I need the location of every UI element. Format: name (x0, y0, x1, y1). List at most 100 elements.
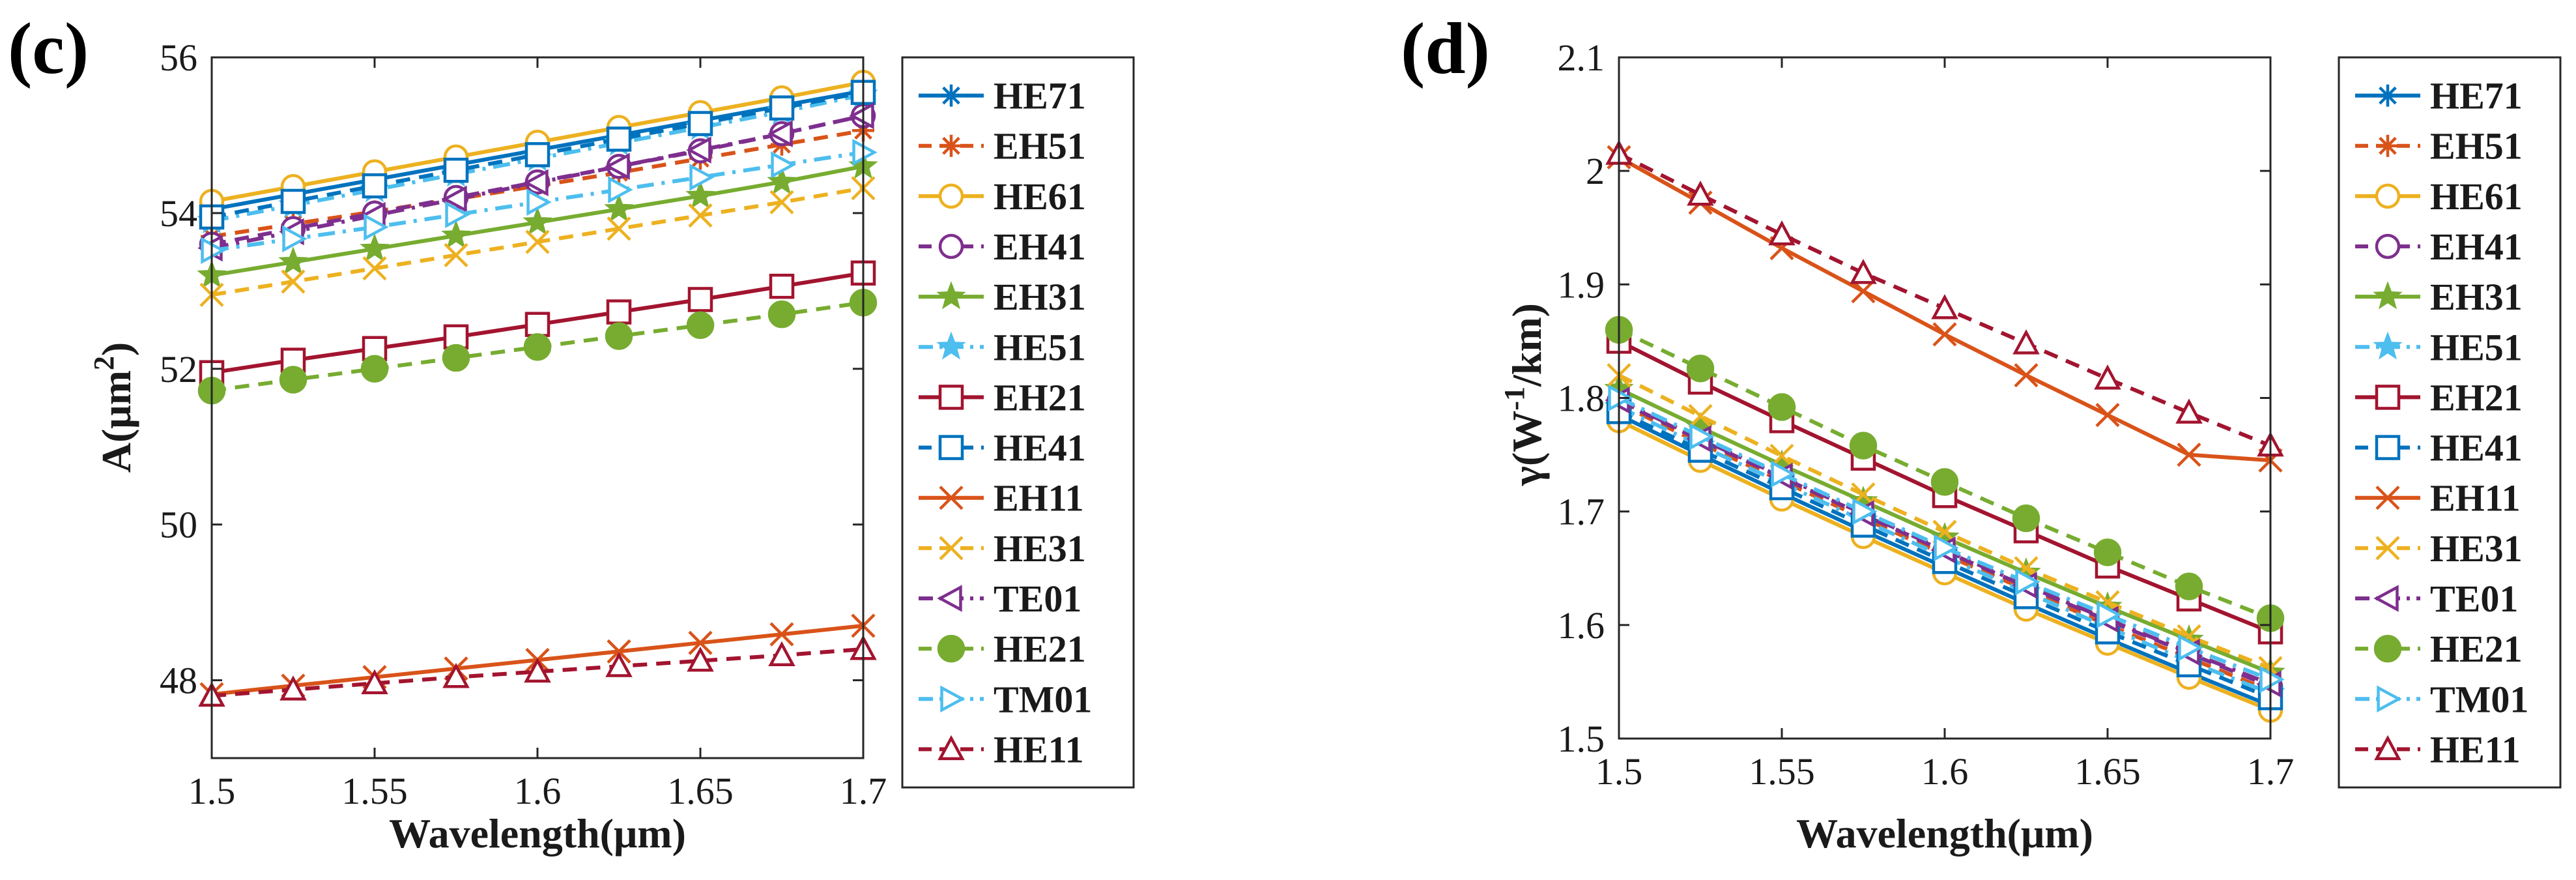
data-point-tm01-c (689, 164, 715, 191)
legend-marker (936, 281, 966, 310)
legend-marker (937, 634, 966, 663)
data-point-tm01-d (1852, 497, 1878, 525)
data-point-he21-d (2012, 504, 2040, 533)
y-tick-label-d: 1.6 (1558, 604, 1605, 647)
legend-label: EH21 (2430, 376, 2523, 418)
legend-marker (939, 536, 964, 561)
data-point-tm01-c (282, 225, 308, 253)
data-point-he11-d (1687, 181, 1714, 206)
data-point-he31-c (281, 269, 306, 294)
data-point-eh21-c (606, 299, 632, 325)
legend-marker (2375, 385, 2401, 410)
data-point-he21-d (1930, 468, 1959, 496)
y-axis-title-tail-d: /km) (1504, 303, 1550, 387)
legend-label: HE71 (2430, 75, 2523, 117)
y-tick-label-d: 1.7 (1558, 491, 1605, 533)
legend-label: EH31 (994, 276, 1086, 318)
legend-label: TM01 (2430, 678, 2528, 720)
data-point-he41-c (362, 173, 388, 199)
data-point-he11-c (687, 646, 714, 672)
data-point-he41-c (280, 188, 306, 214)
legend-marker (2375, 486, 2400, 510)
legend-entry-he11-d: HE11 (2355, 728, 2521, 770)
y-axis-title-c: A(μm2) (88, 342, 139, 473)
legend-label: TM01 (994, 678, 1092, 720)
data-point-he11-c (442, 663, 470, 688)
legend-marker (2373, 331, 2403, 360)
x-tick-label-d: 1.6 (1921, 750, 1969, 793)
legend-label: HE41 (2430, 427, 2523, 469)
series-markers-he31-c (199, 176, 876, 307)
data-point-tm01-d (1689, 422, 1715, 450)
data-point-tm01-d (2178, 634, 2203, 662)
series-markers-he11-c (198, 635, 877, 707)
legend-marker (2373, 585, 2399, 612)
x-axis-title-c: Wavelength(μm) (389, 810, 686, 857)
x-axis-title-d: Wavelength(μm) (1796, 810, 2093, 857)
data-point-he11-d (2175, 398, 2203, 424)
legend-entry-he71-d: HE71 (2355, 75, 2523, 117)
legend-entry-eh51-c: EH51 (919, 125, 1086, 168)
data-point-tm01-c (364, 213, 389, 241)
data-point-tm01-d (2097, 601, 2122, 628)
data-point-eh11-d (2177, 442, 2201, 467)
series-markers-he11-d (1605, 139, 2284, 457)
legend-entry-te01-d: TE01 (2355, 578, 2518, 620)
y-tick-label-d: 2 (1586, 150, 1605, 192)
data-point-eh21-c (687, 287, 713, 312)
data-point-he21-c (360, 355, 389, 383)
data-point-eh31-c (278, 246, 308, 275)
legend-entry-tm01-d: TM01 (2355, 678, 2528, 720)
legend-entry-he31-d: HE31 (2355, 527, 2523, 570)
data-point-he21-c (279, 366, 308, 394)
legend-entry-he21-d: HE21 (2355, 628, 2523, 670)
x-tick-label-c: 1.5 (188, 770, 236, 812)
legend-marker (2375, 435, 2401, 460)
data-point-eh21-c (769, 273, 795, 299)
data-point-tm01-c (445, 201, 470, 229)
legend-entry-te01-c: TE01 (919, 578, 1081, 620)
series-line-he11-c (211, 647, 864, 698)
data-point-tm01-c (608, 176, 633, 203)
legend-label: EH11 (2430, 477, 2521, 520)
legend-entry-eh11-d: EH11 (2355, 477, 2521, 520)
series-markers-he41-c (199, 80, 876, 230)
y-tick-label-c: 48 (160, 660, 197, 702)
data-point-he11-c (524, 657, 551, 683)
legend-marker (2375, 233, 2401, 259)
data-point-he11-c (605, 652, 633, 677)
data-point-eh31-c (604, 194, 634, 222)
legend-marker (2377, 84, 2399, 107)
chart-panel-d: (d) 1.5 1.55 1.6 1.65 1.7 1.5 1.6 1.7 1.8 1.9 2 2.1… (1401, 8, 2562, 857)
legend-entry-eh31-d: EH31 (2355, 276, 2523, 318)
data-point-eh11-d (1932, 322, 1957, 347)
x-tick-label-c: 1.65 (667, 770, 734, 812)
x-tick-label-d: 1.5 (1596, 750, 1643, 793)
x-tick-label-c: 1.6 (514, 770, 562, 812)
legend-marker (2373, 634, 2402, 663)
x-tick-label-c: 1.55 (341, 770, 408, 812)
data-point-eh11-d (2095, 403, 2120, 428)
data-point-he31-c (525, 229, 550, 254)
legend-entry-he51-d: HE51 (2355, 326, 2523, 368)
legend-entry-he41-d: HE41 (2355, 427, 2523, 469)
data-point-he21-d (1686, 354, 1715, 383)
legend-label: HE51 (2430, 326, 2523, 368)
data-point-eh11-c (607, 639, 631, 664)
legend-label: EH21 (994, 376, 1086, 418)
data-point-he41-c (443, 157, 469, 183)
y-tick-label-d: 1.8 (1558, 377, 1605, 420)
data-point-he41-c (769, 95, 795, 121)
plot-area-frame-d (1618, 56, 2272, 740)
data-point-he11-c (361, 669, 388, 695)
legend-label: HE21 (994, 628, 1086, 670)
legend-marker (938, 233, 964, 259)
legend-label: HE41 (994, 427, 1086, 469)
legend-entry-he61-c: HE61 (919, 175, 1086, 218)
legend-label: TE01 (994, 578, 1081, 620)
data-point-he21-d (2175, 572, 2203, 600)
data-point-he21-c (686, 311, 715, 340)
legend-marker (937, 585, 962, 612)
legend-label: HE51 (994, 326, 1086, 368)
legend-marker (939, 486, 964, 510)
